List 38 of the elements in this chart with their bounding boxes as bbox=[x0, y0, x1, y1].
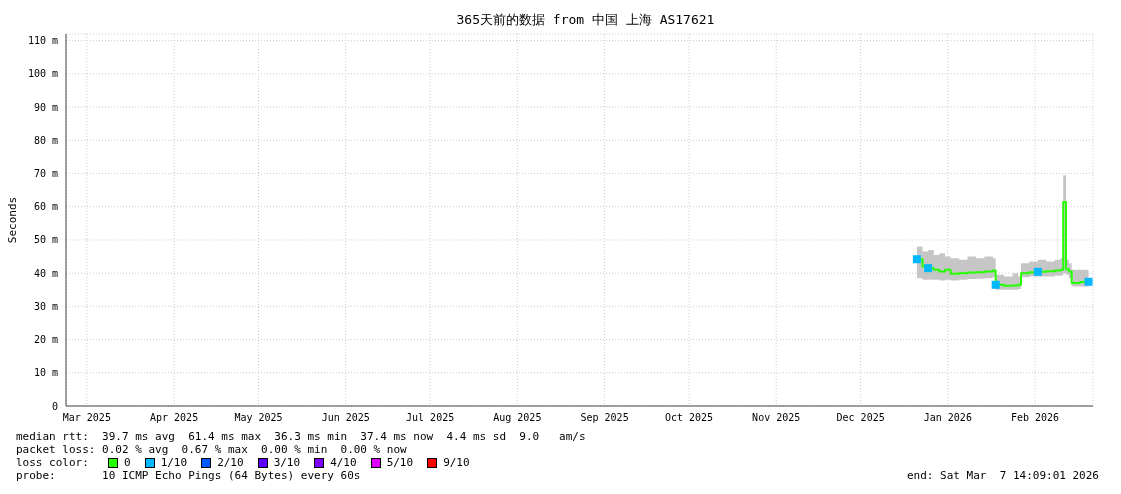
legend-label: 3/10 bbox=[272, 456, 301, 469]
y-tick-label: 100 m bbox=[27, 68, 58, 80]
y-axis-title: Seconds bbox=[5, 196, 19, 244]
y-tick-label: 10 m bbox=[33, 367, 58, 379]
legend-label: 9/10 bbox=[442, 456, 470, 469]
y-tick-label: 90 m bbox=[33, 101, 58, 113]
legend-title: loss color: bbox=[16, 456, 90, 469]
x-tick-label: Oct 2025 bbox=[664, 412, 714, 424]
x-tick-label: May 2025 bbox=[234, 412, 283, 424]
legend-label: 0 bbox=[123, 456, 131, 469]
y-tick-label: 110 m bbox=[27, 35, 58, 47]
x-tick-label: Feb 2026 bbox=[1010, 412, 1060, 424]
y-tick-label: 40 m bbox=[33, 267, 58, 279]
y-tick-label: 80 m bbox=[33, 134, 58, 146]
x-tick-label: Jul 2025 bbox=[406, 412, 455, 424]
y-tick-label: 0 bbox=[51, 400, 58, 412]
legend-label: 1/10 bbox=[159, 456, 188, 469]
y-tick-label: 70 m bbox=[33, 168, 58, 180]
legend-label: 5/10 bbox=[385, 456, 414, 469]
x-tick-label: Dec 2025 bbox=[836, 412, 885, 424]
x-tick-label: Aug 2025 bbox=[493, 412, 542, 424]
x-tick-label: Sep 2025 bbox=[580, 412, 629, 424]
text: end: Sat Mar 7 14:09:01 2026 bbox=[906, 469, 1099, 482]
x-tick-label: Nov 2025 bbox=[752, 412, 801, 424]
legend-label: 4/10 bbox=[329, 456, 357, 469]
y-tick-label: 50 m bbox=[33, 234, 58, 246]
y-tick-label: 60 m bbox=[33, 201, 58, 213]
x-tick-label: Jan 2026 bbox=[923, 412, 972, 424]
x-tick-label: Jun 2025 bbox=[321, 412, 370, 424]
text: packet loss: 0.02 % avg 0.67 % max 0.00 % min 0.00 % now bbox=[16, 443, 408, 456]
legend-label: 2/10 bbox=[216, 456, 244, 469]
text: probe: 10 ICMP Echo Pings (64 Bytes) every 60s bbox=[16, 469, 361, 482]
y-tick-label: 30 m bbox=[33, 300, 58, 312]
x-tick-label: Apr 2025 bbox=[149, 412, 199, 424]
text: median rtt: 39.7 ms avg 61.4 ms max 36.3 ms min 37.4 ms now 4.4 ms sd 9.0 am/s bbox=[16, 430, 587, 443]
x-tick-label: Mar 2025 bbox=[62, 412, 111, 424]
chart-title: 365天前的数据 from 中国 上海 AS17621 bbox=[455, 11, 716, 28]
y-tick-label: 20 m bbox=[33, 334, 58, 346]
